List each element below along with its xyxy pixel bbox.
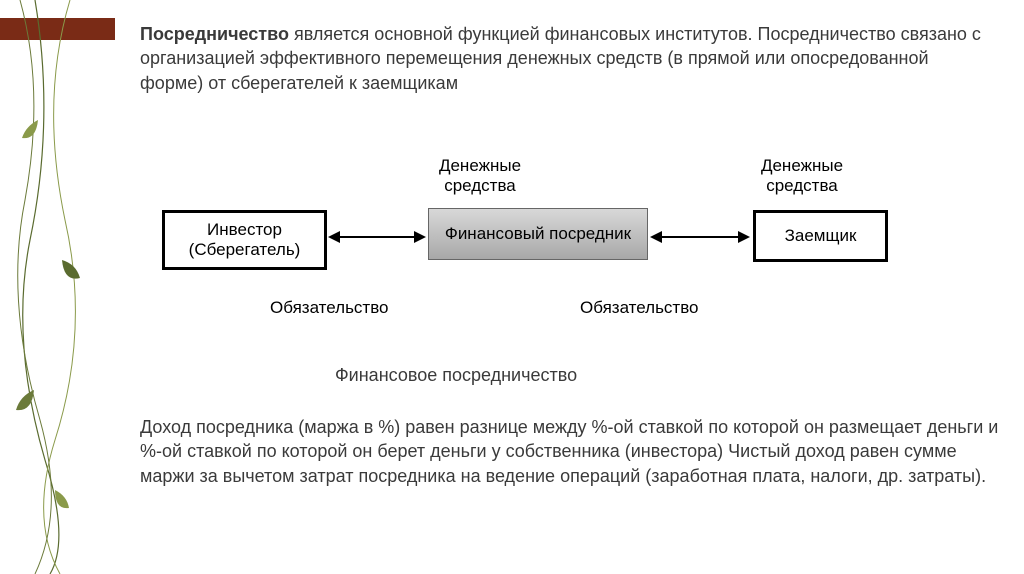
intermediation-diagram: Денежныесредства Денежныесредства Инвест… (140, 150, 930, 340)
diagram-caption: Финансовое посредничество (335, 365, 577, 386)
edge-label-funds-1: Денежныесредства (400, 156, 560, 195)
edge-label-obligation-1: Обязательство (270, 298, 389, 318)
vine-decoration (0, 0, 130, 574)
node-financial-intermediary: Финансовый посредник (428, 208, 648, 260)
edge-label-obligation-2: Обязательство (580, 298, 699, 318)
node-borrower: Заемщик (753, 210, 888, 262)
intro-paragraph: Посредничество является основной функцие… (140, 22, 995, 95)
outro-paragraph: Доход посредника (маржа в %) равен разни… (140, 415, 1000, 488)
edge-label-funds-2: Денежныесредства (722, 156, 882, 195)
accent-stripe (0, 18, 115, 40)
edge-investor-broker (338, 236, 416, 238)
intro-bold: Посредничество (140, 24, 289, 44)
node-investor: Инвестор(Сберегатель) (162, 210, 327, 270)
edge-broker-borrower (660, 236, 740, 238)
